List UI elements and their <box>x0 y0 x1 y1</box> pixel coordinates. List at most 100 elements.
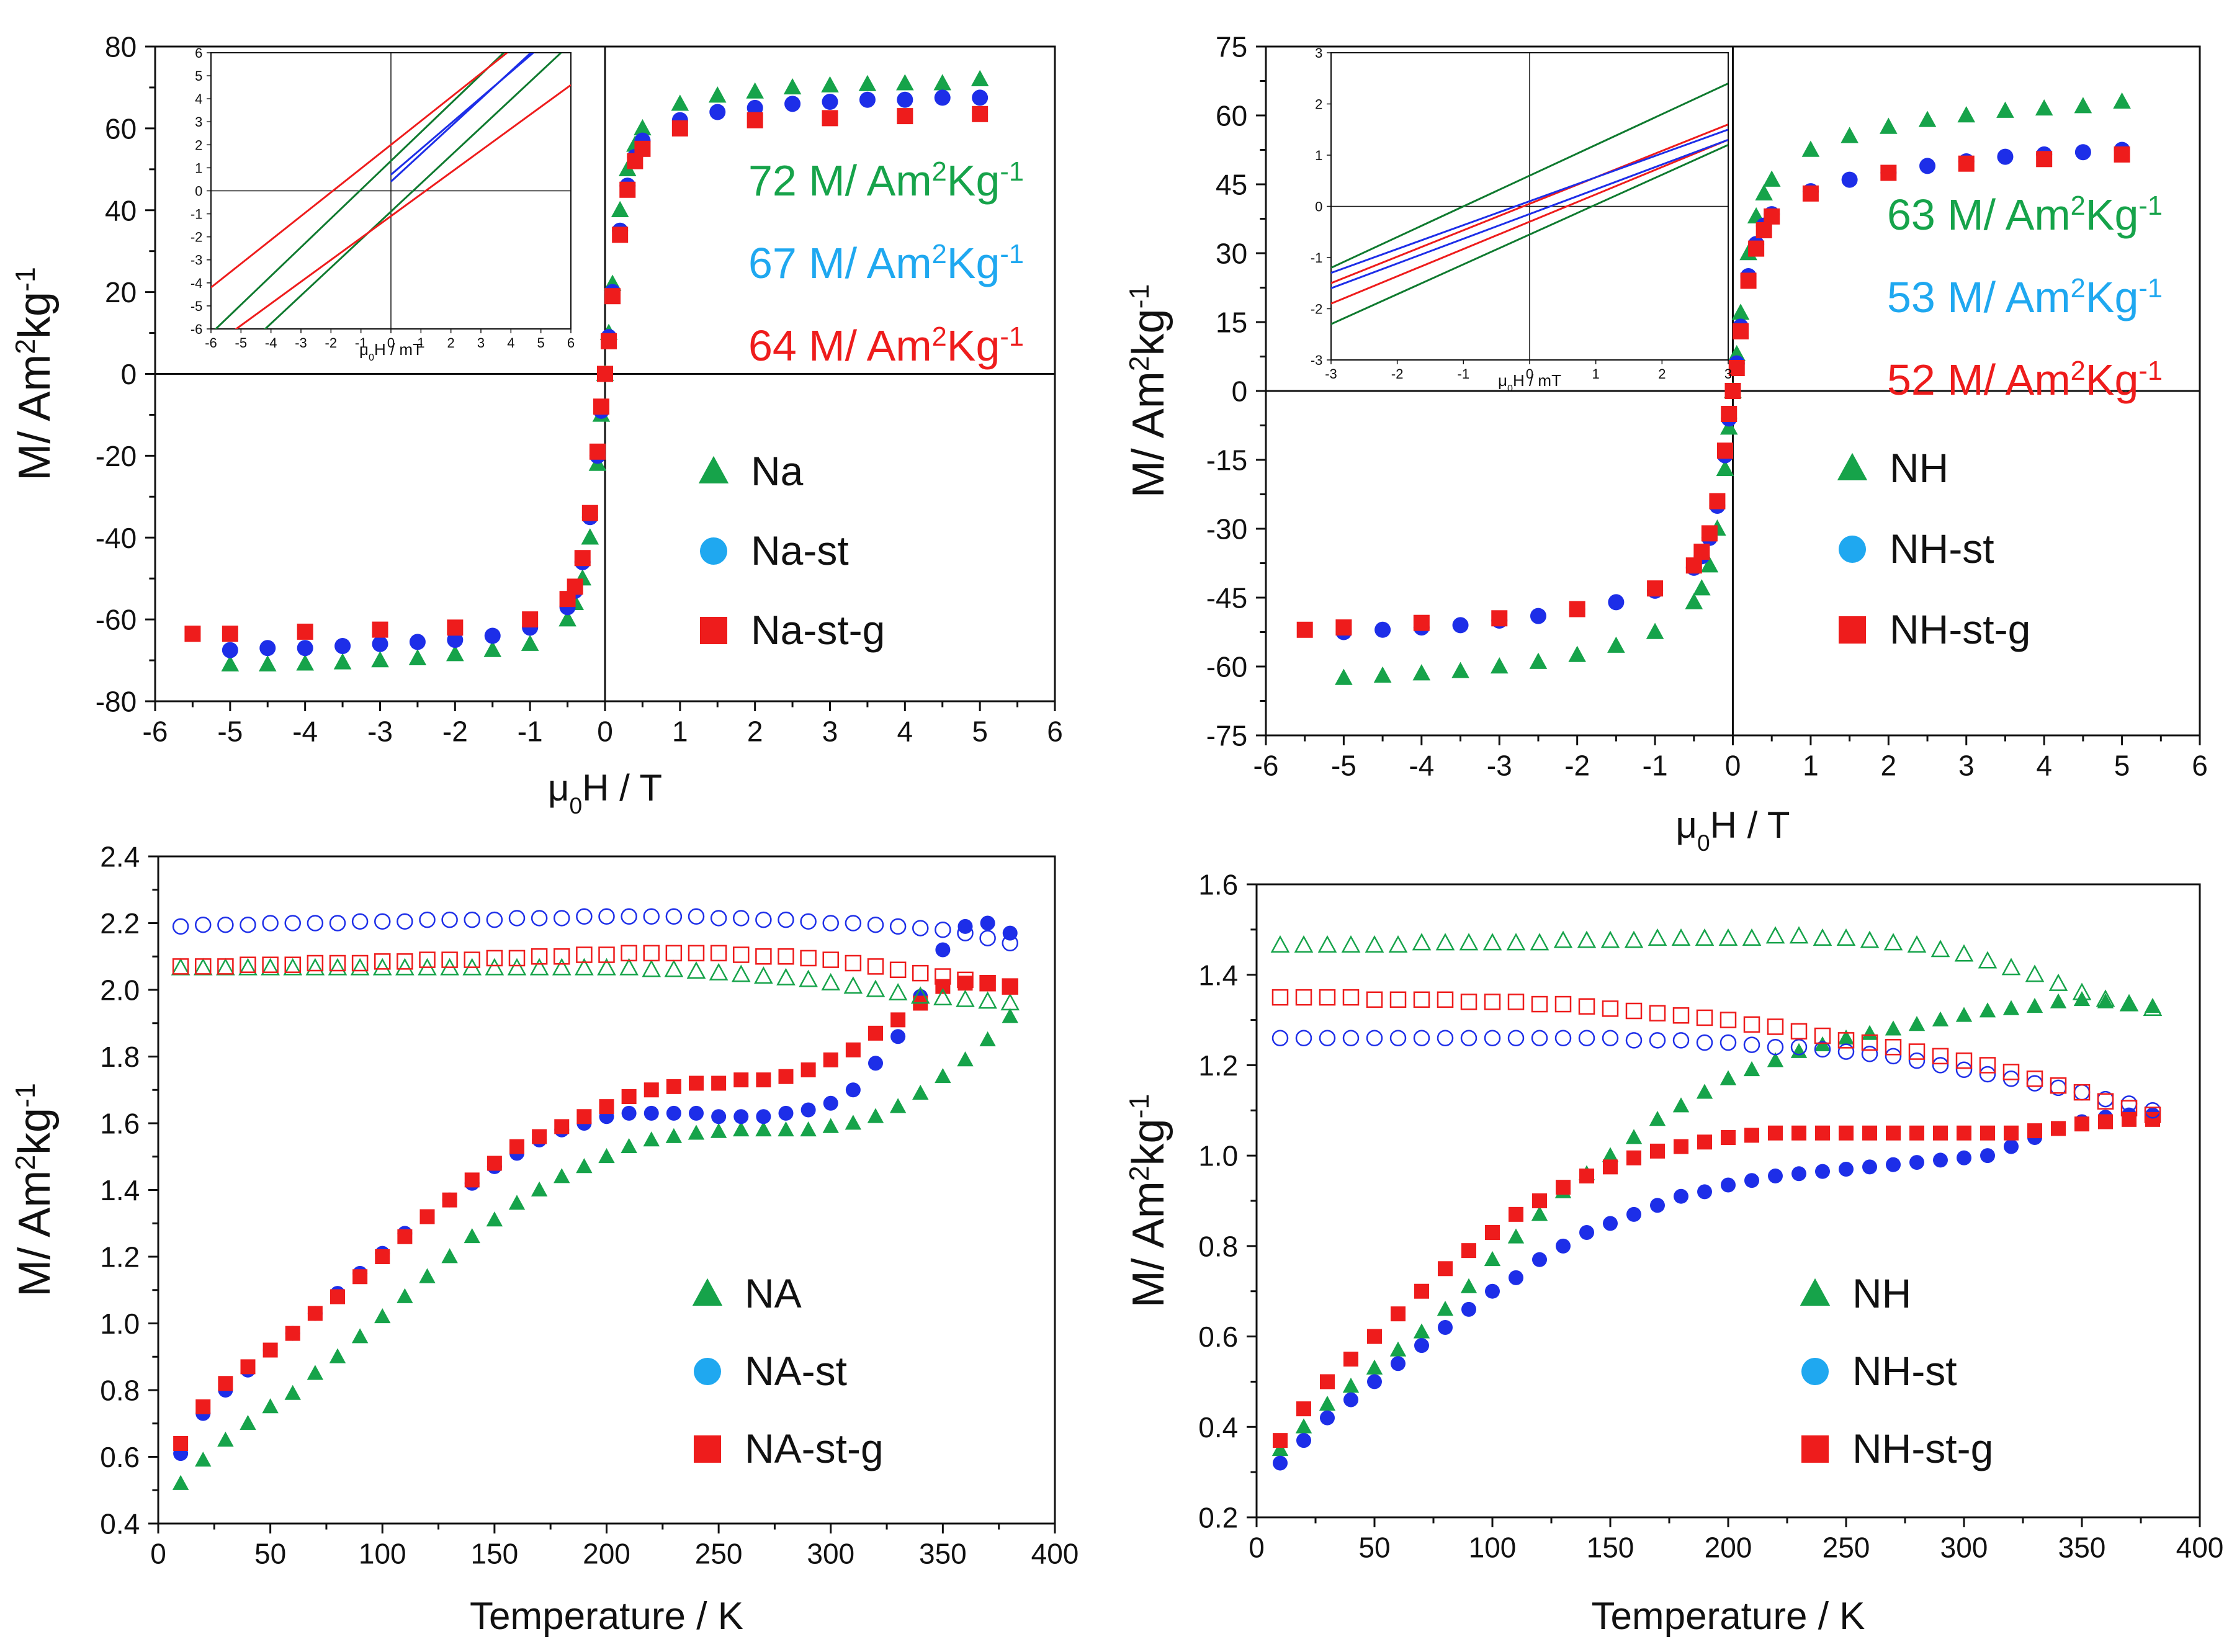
data-point <box>554 1168 570 1183</box>
data-point <box>1862 1125 1877 1141</box>
data-point <box>1919 158 1936 174</box>
data-point <box>328 958 348 976</box>
data-point <box>2073 1084 2091 1101</box>
data-point <box>912 964 929 982</box>
data-point <box>2002 1000 2020 1015</box>
data-point <box>532 1129 547 1144</box>
series-na-st-g-fc <box>172 945 1018 995</box>
data-point <box>284 956 301 973</box>
data-point <box>1908 1043 1926 1060</box>
data-point <box>2026 1075 2043 1092</box>
data-point <box>1918 110 1937 127</box>
data-point <box>397 1288 413 1303</box>
data-point <box>972 105 989 122</box>
data-point <box>1626 1206 1641 1222</box>
data-point <box>1507 1228 1525 1244</box>
inset-loop-line <box>235 84 571 329</box>
legend-label: NH <box>1890 445 1948 491</box>
data-point <box>397 1229 413 1244</box>
data-point <box>222 642 238 658</box>
data-point <box>1438 1320 1453 1335</box>
x-tick-label: -6 <box>143 715 168 747</box>
data-point <box>217 1431 234 1447</box>
data-point <box>240 916 256 933</box>
y-tick-label: 60 <box>105 112 137 145</box>
data-point <box>1530 933 1549 951</box>
legend-label: Na <box>751 448 804 494</box>
data-point <box>1765 926 1785 944</box>
x-tick-label: 50 <box>1358 1531 1390 1563</box>
data-point <box>957 925 974 941</box>
data-point <box>1696 1034 1713 1051</box>
y-axis-label: M/ Am2kg-1 <box>1124 1094 1173 1308</box>
data-point <box>1437 991 1454 1008</box>
data-point <box>1801 140 1820 157</box>
y-tick-label: -60 <box>1206 651 1247 683</box>
x-axis-label: Temperature / K <box>470 1595 743 1638</box>
saturation-annotation: 67 M/ Am2Kg-1 <box>748 239 1024 287</box>
data-point <box>1531 1206 1548 1221</box>
x-tick-label: 400 <box>2176 1531 2224 1563</box>
data-point <box>1701 525 1718 542</box>
legend: NH NH-st NH-st-g <box>1800 1270 1993 1471</box>
data-point <box>397 953 413 970</box>
data-point <box>1367 1329 1382 1344</box>
inset-loop-line <box>211 53 509 289</box>
inset-x-tick-label: -3 <box>1325 366 1337 382</box>
data-point <box>297 640 313 657</box>
data-point <box>1484 1250 1501 1267</box>
data-point <box>1319 1030 1336 1046</box>
data-point <box>800 1062 816 1077</box>
data-point <box>1693 544 1710 560</box>
data-point <box>1861 1045 1878 1062</box>
data-point <box>1414 1283 1429 1299</box>
data-point <box>2051 1121 2066 1136</box>
inset-x-tick-label: -2 <box>325 335 338 351</box>
data-point <box>845 954 862 972</box>
data-point <box>1531 1030 1548 1046</box>
data-point <box>1412 664 1431 681</box>
data-point <box>329 954 346 972</box>
data-point <box>1625 1129 1643 1144</box>
data-point <box>889 918 907 935</box>
data-point <box>1461 1243 1476 1259</box>
data-point <box>1932 1048 1949 1065</box>
data-point <box>858 74 877 91</box>
data-point <box>957 976 973 991</box>
data-point <box>800 1102 816 1118</box>
data-point <box>868 1056 883 1071</box>
data-point <box>1295 989 1312 1006</box>
data-point <box>1484 994 1501 1010</box>
data-point <box>1907 935 1927 953</box>
x-tick-label: 400 <box>1031 1537 1079 1569</box>
data-point <box>447 619 464 636</box>
data-point <box>1529 652 1548 669</box>
data-point <box>1932 1057 1949 1074</box>
y-tick-label: 0.6 <box>1198 1321 1238 1353</box>
data-point <box>2074 144 2091 161</box>
data-point <box>1342 1377 1360 1393</box>
data-point <box>216 958 235 976</box>
y-tick-label: -80 <box>96 686 137 718</box>
data-point <box>1957 1150 1971 1165</box>
data-point <box>508 910 526 927</box>
inset-y-tick-label: 3 <box>195 114 202 130</box>
x-tick-label: -1 <box>1643 749 1668 781</box>
data-point <box>2114 146 2130 163</box>
data-point <box>912 1084 929 1100</box>
series-nh-fc <box>1270 926 2163 1016</box>
data-point <box>1452 617 1469 634</box>
data-point <box>1602 1147 1619 1162</box>
data-point <box>1908 1052 1926 1069</box>
data-point <box>1790 1043 1808 1058</box>
x-tick-label: -2 <box>442 715 468 747</box>
inset-x-axis-label: μ0H / mT <box>1498 371 1561 394</box>
inset-loops <box>211 53 571 329</box>
data-point <box>531 1181 548 1196</box>
data-point <box>1389 1341 1407 1357</box>
x-axis-label: μ0H / T <box>548 767 662 819</box>
data-point <box>2120 1100 2138 1116</box>
data-point <box>845 1082 861 1098</box>
inset-loop-line <box>1331 123 1728 284</box>
legend-marker <box>1837 452 1868 480</box>
